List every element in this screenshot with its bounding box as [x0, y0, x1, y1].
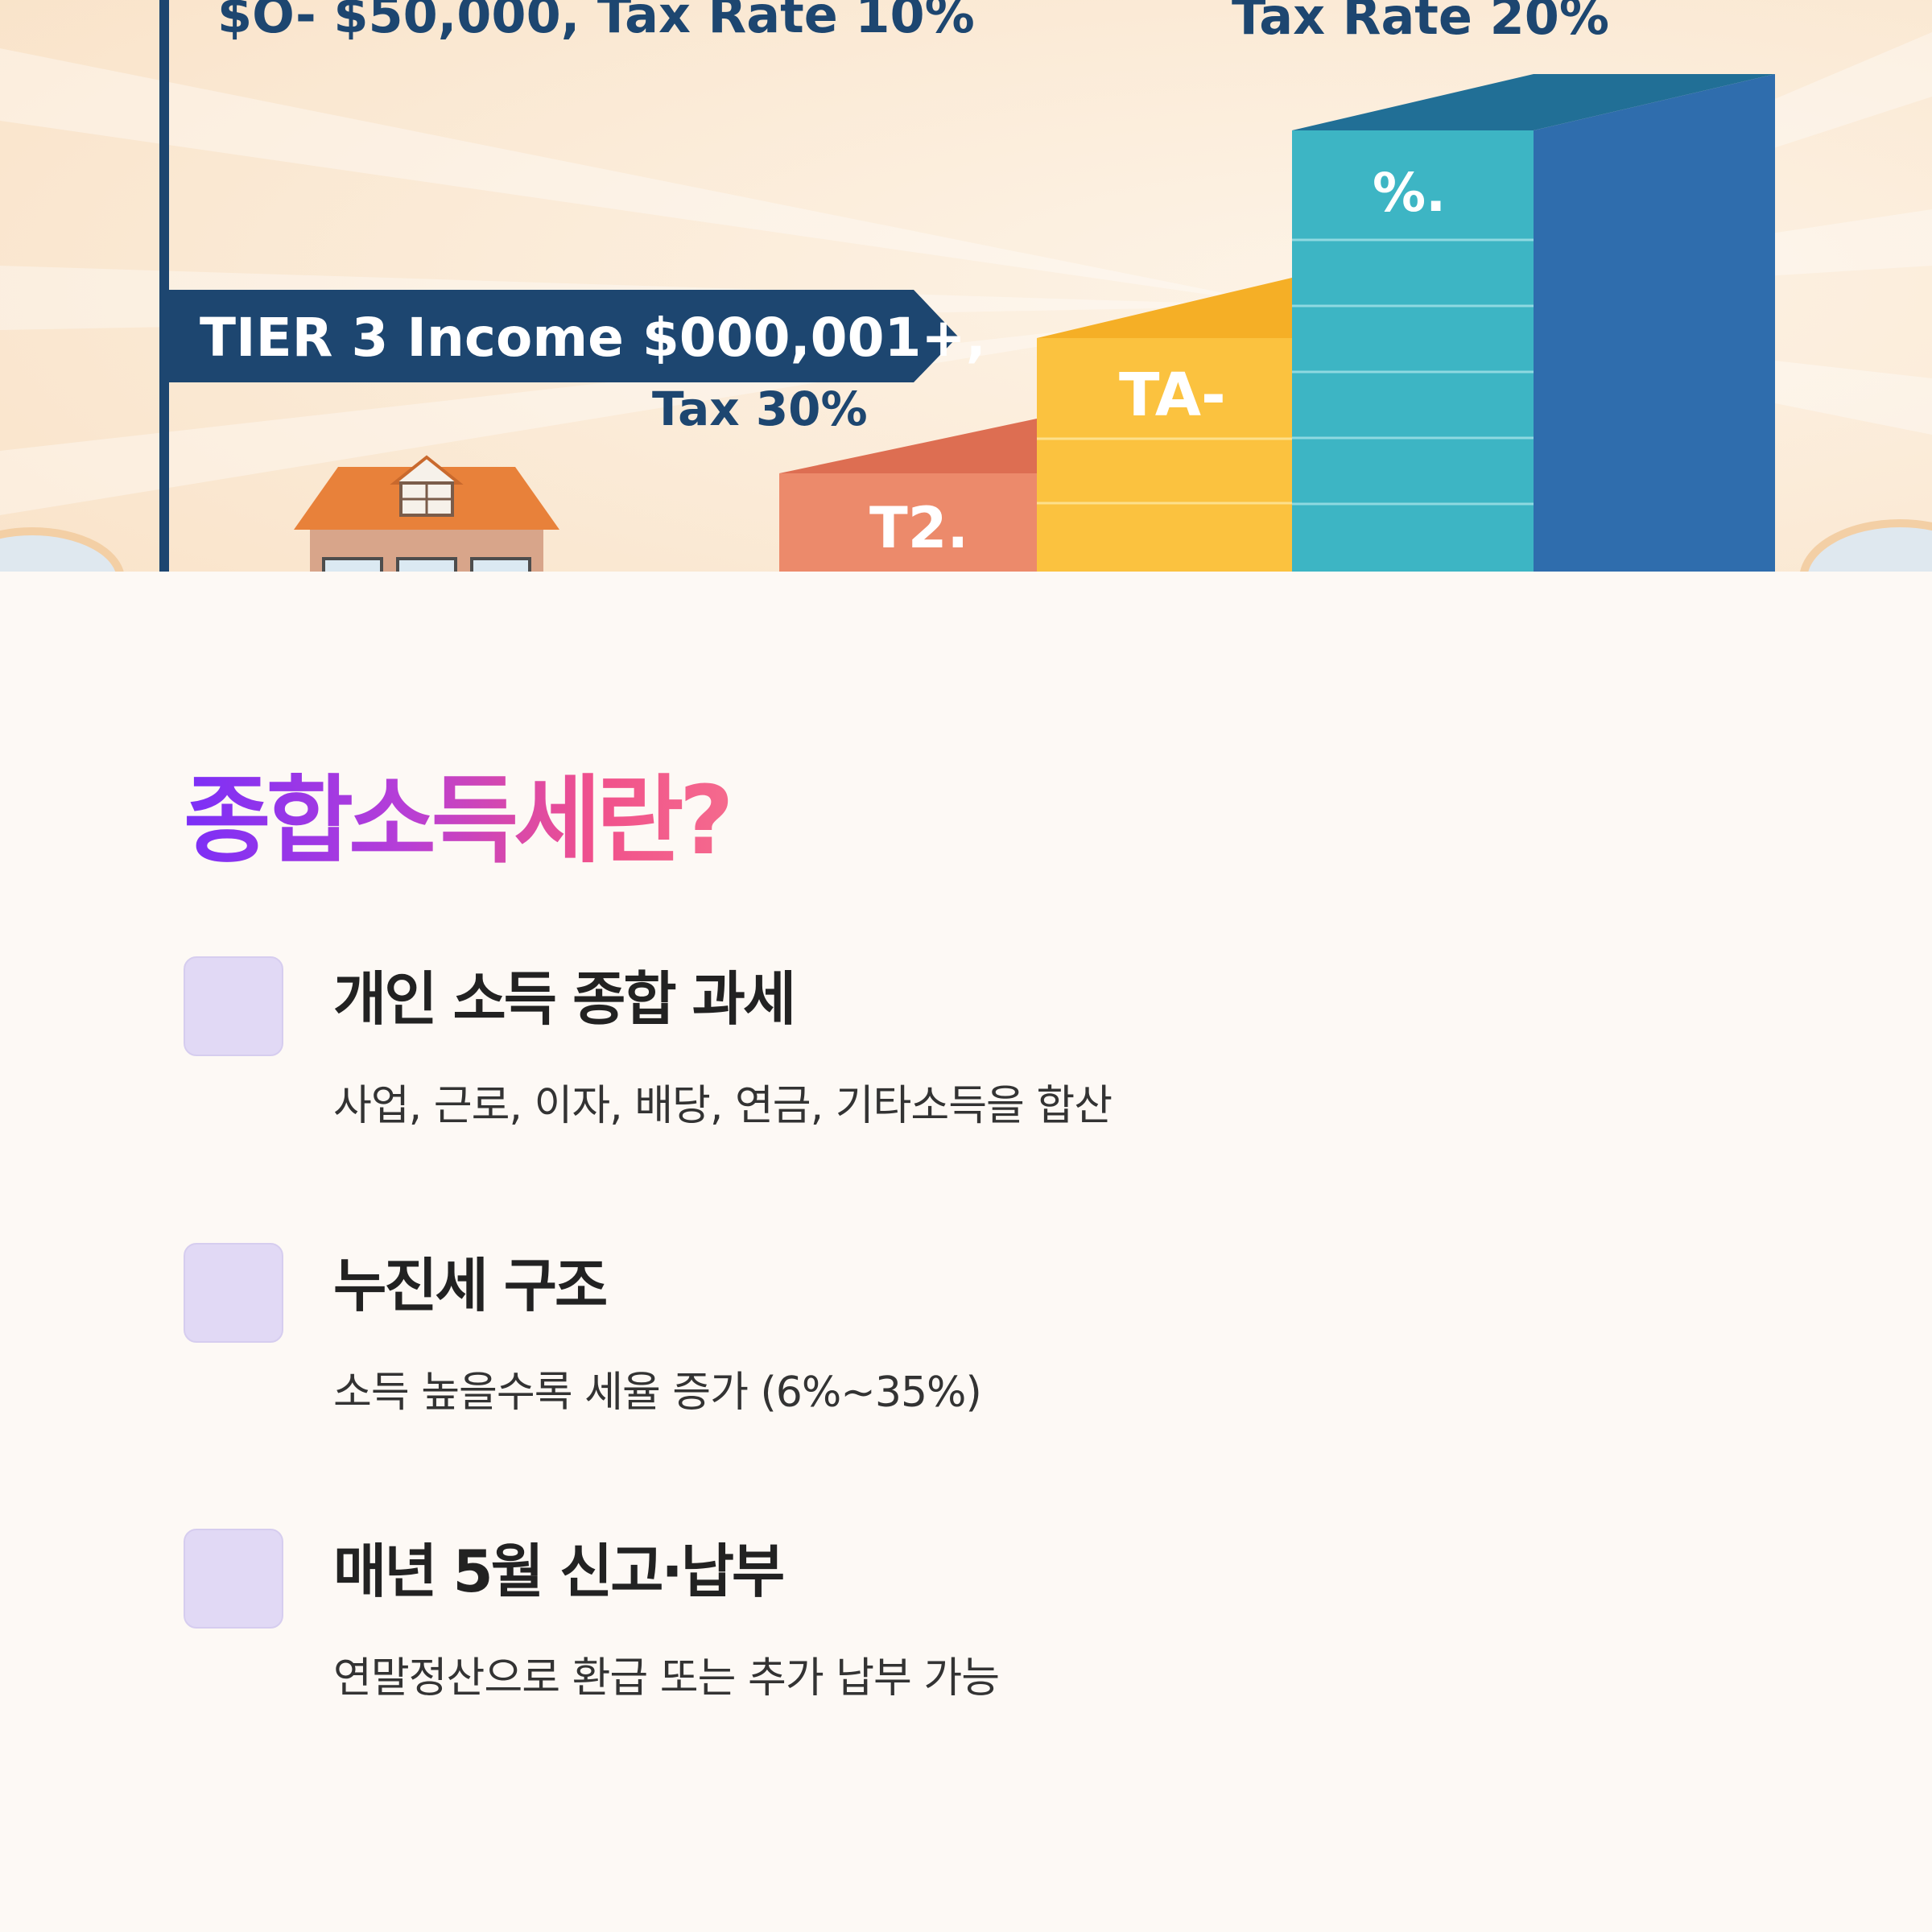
list-item: 개인 소득 종합 과세 사업, 근로, 이자, 배당, 연금, 기타소득을 합산	[184, 956, 1713, 1130]
tax-bracket-illustration: $O- $50,000, Tax Rate 10% Tax Rate 20% T…	[0, 0, 1932, 572]
tier3-rate-text: Tax 30%	[652, 382, 868, 436]
item-checkbox[interactable]	[184, 956, 283, 1056]
tax-bar-1-label: T2.	[869, 495, 968, 561]
house-icon	[294, 455, 559, 572]
tier1-label: $O- $50,000, Tax Rate 10%	[217, 0, 975, 44]
tier3-banner-text: TIER 3 Income $000,001+,	[200, 307, 986, 369]
info-section: 종합소득세란? 개인 소득 종합 과세 사업, 근로, 이자, 배당, 연금, …	[0, 572, 1932, 1932]
item-title: 매년 5월 신고·납부	[333, 1538, 785, 1605]
tax-bar-3-label: %.	[1373, 162, 1446, 224]
cloud-right	[1800, 519, 1932, 572]
item-checkbox[interactable]	[184, 1529, 283, 1629]
item-title: 누진세 구조	[333, 1252, 608, 1319]
tax-bar-2-label: TA-	[1119, 361, 1226, 430]
tax-bar-4	[1534, 74, 1775, 572]
axis-line	[159, 0, 169, 572]
list-item: 누진세 구조 소득 높을수록 세율 증가 (6%~35%)	[184, 1243, 1713, 1417]
cloud-left	[0, 527, 124, 572]
tax-bar-2: TA-	[1037, 278, 1292, 572]
tax-bar-3: %.	[1292, 74, 1775, 572]
item-description: 연말정산으로 환급 또는 추가 납부 가능	[333, 1654, 1000, 1703]
item-description: 사업, 근로, 이자, 배당, 연금, 기타소득을 합산	[333, 1082, 1113, 1130]
tier2-label: Tax Rate 20%	[1232, 0, 1609, 46]
item-description: 소득 높을수록 세율 증가 (6%~35%)	[333, 1368, 982, 1417]
tax-bar-1: T2.	[779, 419, 1037, 572]
section-title: 종합소득세란?	[184, 765, 734, 876]
tier3-banner	[169, 290, 958, 382]
item-checkbox[interactable]	[184, 1243, 283, 1343]
hero-illustration: $O- $50,000, Tax Rate 10% Tax Rate 20% T…	[0, 0, 1932, 572]
item-title: 개인 소득 종합 과세	[333, 965, 796, 1033]
list-item: 매년 5월 신고·납부 연말정산으로 환급 또는 추가 납부 가능	[184, 1529, 1713, 1703]
